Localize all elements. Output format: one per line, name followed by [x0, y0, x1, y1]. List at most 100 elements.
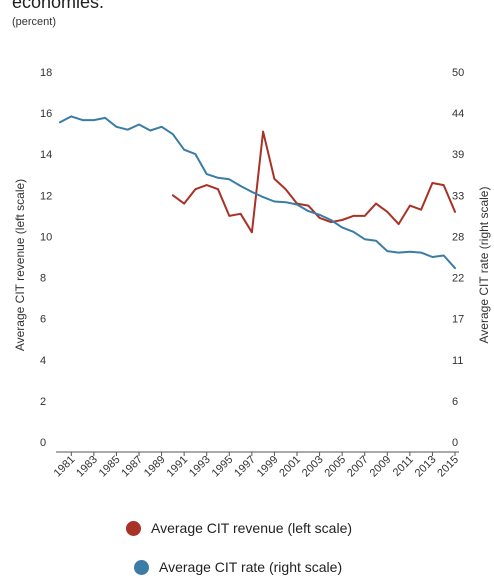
- data-point-cit-revenue: [397, 223, 400, 225]
- y-right-tick-label: 44: [452, 108, 464, 120]
- y-left-tick-label: 10: [40, 231, 52, 243]
- data-point-cit-rate: [183, 148, 185, 151]
- y-right-tick-label: 17: [452, 314, 464, 326]
- data-point-cit-revenue: [194, 188, 197, 190]
- data-point-cit-rate: [330, 219, 332, 221]
- dual-axis-line-chart: 0246810121416180611172228333944501981198…: [13, 67, 491, 480]
- data-point-cit-rate: [284, 201, 287, 204]
- y-right-tick-label: 50: [452, 67, 464, 79]
- data-point-cit-revenue: [217, 188, 219, 190]
- data-point-cit-revenue: [228, 215, 231, 217]
- y-left-tick-label: 2: [40, 396, 46, 408]
- y-right-tick-label: 6: [452, 396, 458, 408]
- data-point-cit-rate: [149, 129, 152, 132]
- x-tick-label: 2015: [435, 454, 461, 480]
- data-point-cit-rate: [273, 200, 276, 203]
- data-point-cit-revenue: [352, 215, 355, 217]
- data-point-cit-rate: [81, 119, 84, 121]
- data-point-cit-rate: [341, 226, 343, 229]
- data-point-cit-rate: [194, 153, 197, 155]
- legend-swatch-rate: [134, 559, 149, 575]
- data-point-cit-revenue: [420, 208, 422, 211]
- x-tick-label: 1981: [52, 454, 78, 480]
- data-point-cit-revenue: [363, 215, 366, 217]
- x-tick-label: 2001: [277, 454, 303, 480]
- data-point-cit-rate: [93, 119, 95, 121]
- y-left-tick-label: 16: [40, 108, 52, 120]
- data-point-cit-rate: [115, 125, 118, 128]
- data-point-cit-rate: [442, 254, 445, 257]
- y-left-tick-label: 0: [40, 437, 46, 449]
- data-point-cit-revenue: [307, 204, 310, 207]
- y-right-tick-label: 11: [452, 355, 463, 367]
- series-line-cit-revenue: [171, 130, 456, 234]
- data-point-cit-revenue: [284, 188, 287, 190]
- data-point-cit-revenue: [183, 202, 185, 205]
- x-tick-label: 1989: [142, 454, 168, 480]
- data-point-cit-rate: [138, 123, 140, 126]
- y-right-tick-label: 39: [452, 149, 464, 161]
- data-point-cit-revenue: [431, 182, 434, 184]
- x-tick-label: 1987: [119, 454, 145, 480]
- data-point-cit-rate: [386, 250, 389, 252]
- data-point-cit-rate: [104, 117, 106, 119]
- data-point-cit-revenue: [330, 221, 332, 223]
- data-point-cit-revenue: [454, 210, 456, 213]
- y-left-tick-label: 18: [40, 67, 52, 79]
- x-tick-label: 2009: [368, 454, 394, 480]
- x-tick-label: 1985: [97, 454, 123, 480]
- y-left-axis-title: Average CIT revenue (left scale): [13, 179, 27, 351]
- legend-label-revenue: Average CIT revenue (left scale): [151, 520, 353, 536]
- x-tick-label: 2011: [391, 454, 416, 479]
- data-point-cit-revenue: [251, 231, 253, 234]
- data-point-cit-revenue: [273, 178, 276, 180]
- y-right-tick-label: 28: [452, 231, 464, 243]
- y-left-tick-label: 6: [40, 314, 46, 326]
- x-tick-label: 2003: [300, 454, 326, 480]
- data-point-cit-rate: [409, 251, 411, 253]
- data-point-cit-rate: [126, 128, 129, 131]
- data-point-cit-rate: [420, 251, 422, 254]
- data-point-cit-revenue: [386, 210, 389, 213]
- legend-item-rate: Average CIT rate (right scale): [134, 559, 342, 575]
- data-point-cit-rate: [318, 214, 321, 216]
- y-left-tick-label: 4: [40, 355, 46, 367]
- data-point-cit-rate: [307, 210, 310, 212]
- x-tick-label: 2013: [413, 454, 439, 480]
- data-point-cit-rate: [397, 251, 400, 254]
- legend-label-rate: Average CIT rate (right scale): [159, 559, 343, 575]
- data-point-cit-revenue: [442, 184, 445, 186]
- data-point-cit-rate: [296, 203, 298, 206]
- data-point-cit-rate: [251, 191, 253, 193]
- data-point-cit-rate: [239, 185, 242, 187]
- data-point-cit-revenue: [318, 217, 321, 219]
- data-point-cit-rate: [262, 196, 264, 198]
- x-tick-label: 2007: [345, 454, 371, 480]
- data-point-cit-revenue: [239, 213, 242, 215]
- data-point-cit-revenue: [409, 204, 411, 207]
- data-point-cit-revenue: [205, 184, 208, 186]
- data-point-cit-rate: [375, 239, 377, 242]
- legend-swatch-revenue: [126, 520, 141, 536]
- data-point-cit-rate: [160, 125, 163, 128]
- data-point-cit-rate: [431, 256, 434, 258]
- data-point-cit-rate: [228, 178, 231, 181]
- data-point-cit-rate: [352, 231, 355, 233]
- data-point-cit-rate: [363, 238, 366, 241]
- y-right-tick-label: 0: [452, 437, 458, 449]
- series-line-cit-rate: [59, 115, 456, 270]
- y-left-tick-label: 14: [40, 149, 52, 161]
- y-right-tick-label: 33: [452, 190, 464, 202]
- data-point-cit-rate: [454, 267, 456, 269]
- data-point-cit-rate: [205, 173, 208, 175]
- data-point-cit-revenue: [262, 130, 264, 133]
- y-right-tick-label: 22: [452, 273, 464, 285]
- data-point-cit-revenue: [341, 219, 343, 221]
- x-tick-label: 1995: [210, 454, 236, 480]
- chart-title-fragment: economies.: [12, 0, 105, 12]
- legend-item-revenue: Average CIT revenue (left scale): [126, 520, 352, 536]
- x-tick-label: 2005: [322, 454, 348, 480]
- data-point-cit-rate: [70, 115, 73, 118]
- y-left-tick-label: 12: [40, 190, 52, 202]
- x-tick-label: 1993: [187, 454, 213, 480]
